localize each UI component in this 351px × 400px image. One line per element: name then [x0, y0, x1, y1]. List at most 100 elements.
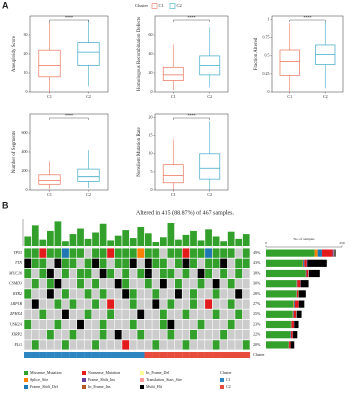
x-tick-label: C1: [171, 94, 176, 99]
mutation-cell: [220, 268, 228, 279]
gene-percent: 43%: [253, 260, 261, 265]
mutation-cell: [61, 248, 69, 258]
mutation-cell: [197, 258, 205, 268]
mutation-cell: [174, 299, 182, 309]
cluster-cell: [167, 352, 175, 358]
legend-swatch: [151, 3, 158, 9]
tmb-bar: [69, 234, 77, 246]
mutation-cell: [159, 340, 167, 350]
mutation-cell: [197, 309, 205, 319]
y-axis-label: Fraction Altered: [254, 37, 259, 70]
tmb-bar: [152, 242, 160, 246]
mutation-cell: [159, 289, 167, 299]
mutation-cell: [24, 289, 32, 299]
mutation-cell: [54, 289, 62, 299]
mutation-cell: [84, 299, 92, 309]
mutation-cell: [61, 299, 69, 309]
mutation-cell: [167, 330, 175, 340]
tmb-bar: [182, 234, 190, 246]
sample-count-bar: [298, 290, 306, 298]
legend-swatch: [220, 378, 224, 382]
gene-label: MUC16: [8, 270, 22, 275]
mutation-cell: [227, 268, 235, 279]
mutation-cell: [212, 340, 220, 350]
mutation-cell: [39, 268, 47, 279]
mutation-cell: [122, 289, 130, 299]
mutation-cell: [54, 340, 62, 350]
mutation-cell: [205, 299, 213, 309]
mutation-cell: [24, 248, 32, 258]
mutation-cell: [190, 330, 197, 340]
mutation-cell: [129, 340, 137, 350]
mutation-cell: [54, 248, 62, 258]
gene-label: USH2A: [10, 321, 23, 326]
box: [77, 168, 100, 182]
mutation-cell: [220, 309, 228, 319]
sample-count-bar: [307, 259, 327, 267]
mutation-cell: [182, 248, 190, 258]
mutation-cell: [46, 309, 54, 319]
oncoplot-title: Altered in 415 (88.87%) of 467 samples.: [136, 209, 234, 216]
mutation-cell: [129, 248, 137, 258]
legend-swatch: [24, 385, 28, 389]
mutation-cell: [174, 248, 182, 258]
mutation-cell: [144, 258, 152, 268]
mutation-cell: [137, 248, 145, 258]
mutation-cell: [144, 248, 152, 258]
sample-count-bar: [306, 259, 308, 267]
sample-count-bar: [305, 269, 307, 278]
tmb-bar: [114, 235, 122, 246]
mutation-cell: [220, 340, 228, 350]
mutation-cell: [77, 258, 84, 268]
mutation-cell: [212, 248, 220, 258]
gene-label: LRP1B: [9, 301, 22, 306]
mutation-cell: [167, 340, 175, 350]
mutation-cell: [122, 340, 130, 350]
mutation-cell: [144, 330, 152, 340]
mutation-cell: [167, 258, 175, 268]
mutation-cell: [227, 299, 235, 309]
mutation-cell: [24, 319, 32, 330]
mutation-cell: [114, 248, 122, 258]
mutation-cell: [190, 319, 197, 330]
y-tick-label: 15: [149, 133, 153, 138]
mutation-cell: [167, 319, 175, 330]
mutation-cell: [227, 279, 235, 289]
mutation-cell: [235, 279, 243, 289]
mutation-cell: [24, 279, 32, 289]
mutation-cell: [174, 289, 182, 299]
x-tick-label: C1: [287, 94, 292, 99]
mutation-cell: [159, 268, 167, 279]
mutation-cell: [54, 330, 62, 340]
mutation-cell: [174, 268, 182, 279]
mutation-cell: [54, 319, 62, 330]
mutation-cell: [84, 248, 92, 258]
mutation-cell: [99, 279, 107, 289]
mutation-cell: [190, 340, 197, 350]
mutation-cell: [39, 309, 47, 319]
tmb-bar: [129, 238, 137, 246]
gene-percent: 28%: [253, 291, 261, 296]
cluster-cell: [91, 352, 100, 358]
sample-count-bar: [266, 249, 315, 257]
mutation-cell: [99, 248, 107, 258]
legend-swatch: [24, 371, 28, 375]
sample-count-bar: [293, 310, 294, 318]
cluster-cell: [227, 352, 236, 358]
mutation-cell: [99, 319, 107, 330]
mutation-cell: [39, 330, 47, 340]
mutation-cell: [190, 258, 197, 268]
mutation-cell: [31, 279, 39, 289]
mutation-cell: [174, 258, 182, 268]
mutation-cell: [152, 268, 160, 279]
mutation-cell: [174, 279, 182, 289]
mutation-cell: [182, 258, 190, 268]
tmb-bar: [54, 221, 62, 246]
sample-count-bar: [334, 249, 336, 257]
mutation-cell: [122, 248, 130, 258]
mutation-cell: [212, 289, 220, 299]
mutation-cell: [122, 309, 130, 319]
mutation-cell: [220, 289, 228, 299]
mutation-cell: [190, 299, 197, 309]
mutation-cell: [235, 268, 243, 279]
